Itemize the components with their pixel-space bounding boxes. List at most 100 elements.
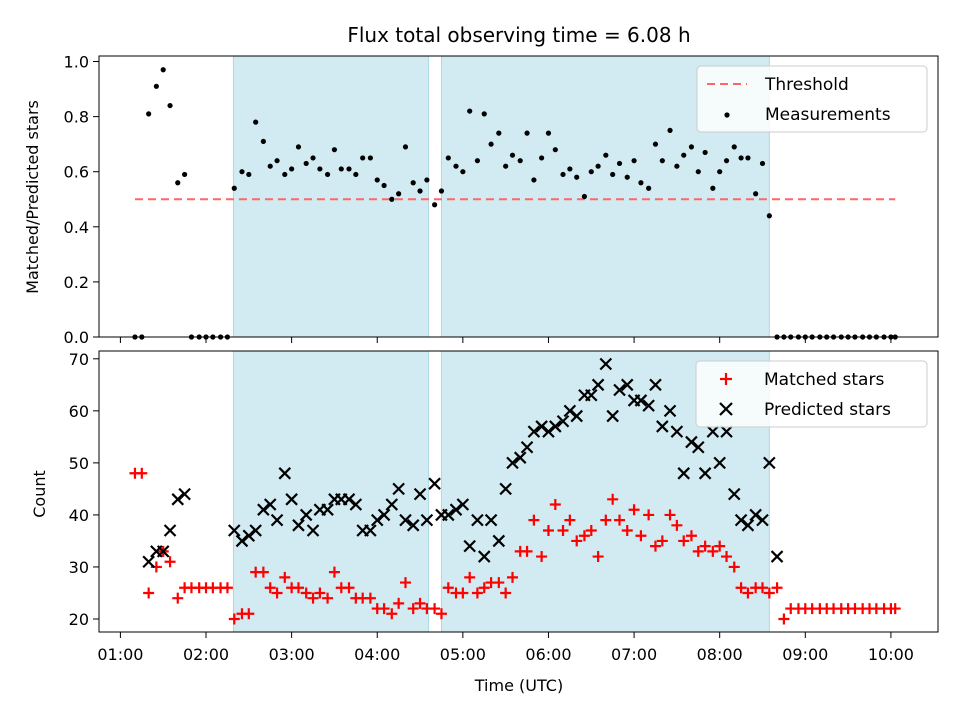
measurement-point [695,169,701,175]
count-y-ticks: 20 30 40 50 60 70 [69,350,99,629]
matched-star-point [735,582,747,594]
predicted-star-point [385,498,399,511]
figure-title: Flux total observing time = 6.08 h [347,23,690,47]
matched-star-point [728,561,740,573]
predicted-star-point [428,477,441,490]
ratio-legend-box [696,65,928,133]
matched-star-point [386,608,398,620]
measurement-point [417,188,423,194]
count-y-axis-label: Count [30,470,49,518]
matched-star-point [457,587,469,599]
predicted-star-point [163,524,177,537]
matched-star-point [585,525,597,537]
measurement-point [381,182,387,189]
predicted-star-point [142,555,155,569]
matched-star-point [164,556,176,568]
predicted-star-point [263,498,277,511]
y-tick-label: 40 [69,506,89,525]
measurement-point [603,152,609,158]
observing-window-shading [232,55,770,338]
ratio-legend: Threshold Measurements [696,65,928,133]
count-x-ticks: 01:00 02:00 03:00 04:00 05:00 06:00 07:00 08:00… [97,632,914,664]
measurement-point [324,171,331,178]
predicted-star-point [342,493,356,506]
measurement-point [731,144,737,150]
measurements-legend-swatch [724,112,730,118]
matched-legend-label: Matched stars [764,370,884,390]
matched-star-point [707,545,719,557]
predicted-star-point [770,550,784,563]
measurement-point [631,158,637,164]
predicted-star-point [527,425,541,438]
y-tick-label: 60 [69,402,89,421]
ratio-x-ticks [119,337,892,343]
matched-star-point [328,566,340,578]
predicted-star-point [749,508,762,522]
predicted-star-point [349,498,363,511]
predicted-star-point [156,545,170,558]
matched-star-point [172,592,184,604]
matched-star-point [378,603,390,615]
matched-star-point [889,603,901,615]
predicted-star-point [406,519,420,532]
measurement-point [581,193,588,200]
matched-star-point [292,582,304,594]
predicted-star-point [663,404,677,418]
predicted-legend-label: Predicted stars [764,400,891,420]
ratio-y-axis-label: Matched/Predicted stars [23,100,42,294]
matched-star-point [307,592,319,604]
ratio-y-ticks: 0.0 0.2 0.4 0.6 0.8 1.0 [64,53,99,347]
measurement-point [432,202,438,208]
predicted-star-point [249,524,262,537]
ratio-panel: 0.0 0.2 0.4 0.6 0.8 1.0 Matched/Predicted sta… [23,53,939,347]
measurement-point [560,171,566,178]
predicted-star-point [734,513,748,527]
measurement-point [182,171,188,178]
matched-star-point [628,504,640,516]
predicted-star-point [449,503,463,516]
matched-star-point [607,493,619,505]
measurement-point [488,141,494,147]
predicted-star-point [613,383,626,397]
measurement-point [496,130,502,136]
x-tick-label: 03:00 [269,645,315,664]
measurement-point [246,171,252,178]
measurement-point [674,163,680,169]
measurement-point [295,144,302,150]
matched-star-point [228,613,240,625]
matched-star-point [685,530,697,542]
threshold-legend-label: Threshold [764,75,849,95]
measurement-point [317,166,323,172]
measurement-point [260,138,266,145]
matched-star-point [656,535,668,547]
predicted-star-point [656,420,669,433]
matched-star-point [221,582,233,594]
predicted-star-point [599,357,613,371]
predicted-star-point [563,404,577,418]
measurement-point [310,155,316,161]
measurement-point [652,141,659,147]
matched-star-point [721,551,733,563]
measurement-point [567,166,573,172]
y-tick-label: 0.4 [64,218,89,237]
measurement-point [331,147,338,153]
measurement-point [338,166,344,172]
x-tick-label: 07:00 [611,645,657,664]
predicted-legend-swatch [719,402,733,416]
measurement-point [346,166,352,172]
measurement-point [460,169,466,175]
y-tick-label: 70 [69,350,89,369]
x-tick-label: 04:00 [354,645,400,664]
matched-star-point [756,582,768,594]
predicted-star-point [620,378,634,392]
matched-star-point [621,525,633,537]
measurement-point [374,177,380,183]
predicted-star-point [456,498,470,511]
matched-star-point [429,603,441,615]
measurement-point [610,171,616,178]
measurement-point [167,102,173,109]
y-tick-label: 20 [69,610,89,629]
measurement-point [303,160,309,167]
measurement-point [424,177,430,183]
